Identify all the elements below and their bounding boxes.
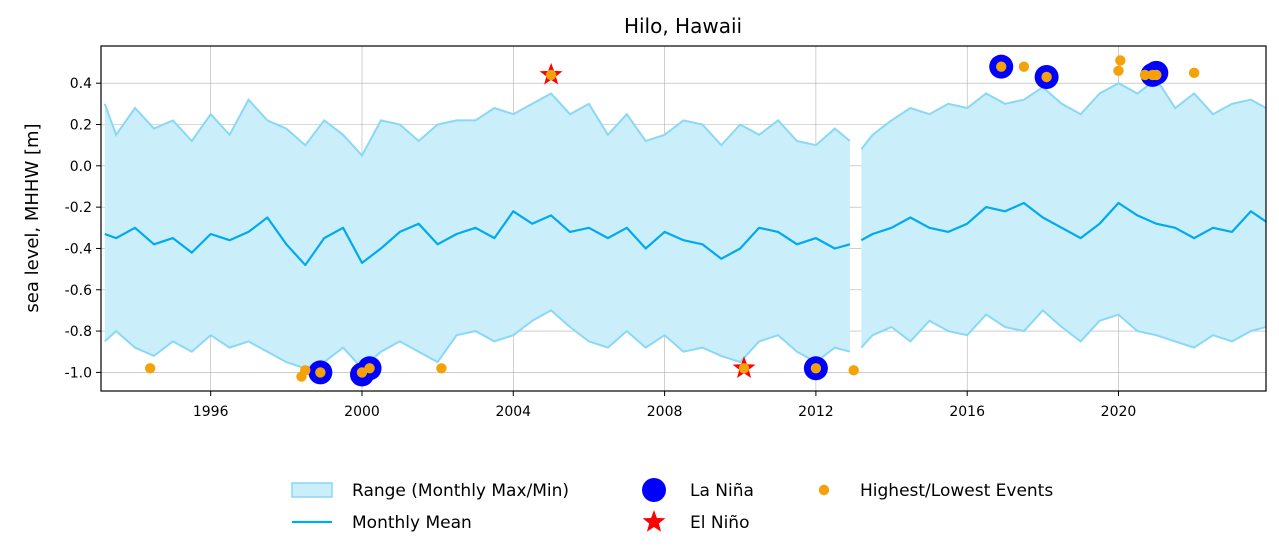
range-band — [861, 79, 1266, 348]
x-axis: 1996 2000 2004 2008 2012 2016 2020 — [193, 391, 1136, 420]
monthly-mean-line — [104, 210, 851, 267]
event-point — [364, 363, 375, 374]
x-tick-label: 2016 — [949, 404, 985, 420]
x-tick-label: 2004 — [495, 404, 531, 420]
x-tick-label: 2020 — [1101, 404, 1137, 420]
legend-label: Monthly Mean — [352, 513, 472, 533]
plot-area — [101, 46, 1266, 391]
event-point — [1041, 71, 1052, 83]
event-point — [1115, 55, 1126, 66]
x-tick-label: 1996 — [193, 404, 229, 420]
legend-band-swatch — [291, 482, 333, 498]
y-tick-label: -0.8 — [65, 324, 92, 340]
y-tick-label: -1.0 — [65, 365, 92, 381]
event-point — [738, 363, 750, 374]
y-axis: -1.0 -0.8 -0.6 -0.4 -0.2 0.0 0.2 0.4 — [65, 76, 101, 381]
legend-item: La Niña — [642, 478, 754, 502]
event-point — [315, 367, 326, 378]
y-tick-label: 0.0 — [70, 159, 92, 175]
event-point — [848, 365, 859, 376]
legend-item: Range (Monthly Max/Min) — [291, 481, 569, 501]
legend-item: Monthly Mean — [292, 513, 472, 533]
plot-frame — [100, 45, 1267, 392]
legend-item: Highest/Lowest Events — [818, 481, 1053, 501]
legend: Range (Monthly Max/Min) Monthly Mean La Ni… — [291, 478, 1053, 533]
x-tick-label: 2008 — [647, 404, 683, 420]
event-point — [996, 61, 1007, 72]
event-point — [1151, 69, 1162, 81]
legend-item: El Niño — [642, 510, 749, 533]
legend-el-nino-swatch — [642, 510, 666, 532]
event-point — [1139, 69, 1151, 81]
legend-label: El Niño — [690, 513, 749, 533]
range-max-line — [860, 77, 1266, 150]
legend-event-swatch — [818, 484, 830, 496]
event-point — [1113, 65, 1124, 76]
event-point — [1018, 61, 1030, 72]
event-point — [1188, 67, 1200, 79]
legend-label: La Niña — [690, 481, 754, 501]
monthly-mean-line — [860, 201, 1266, 242]
event-point — [300, 365, 311, 376]
event-point — [810, 363, 822, 374]
legend-label: Highest/Lowest Events — [860, 481, 1053, 501]
y-tick-label: -0.6 — [65, 283, 92, 299]
range-max-line — [103, 92, 851, 158]
x-tick-label: 2000 — [344, 404, 380, 420]
event-point — [436, 363, 447, 374]
y-tick-label: 0.2 — [70, 118, 92, 134]
chart-title: Hilo, Hawaii — [624, 14, 742, 38]
x-tick-label: 2012 — [798, 404, 834, 420]
y-axis-label: sea level, MHHW [m] — [22, 123, 43, 312]
event-point — [144, 363, 156, 374]
event-point — [545, 69, 557, 81]
legend-label: Range (Monthly Max/Min) — [352, 481, 569, 501]
legend-la-nina-swatch — [642, 478, 666, 502]
range-min-line — [860, 309, 1266, 349]
y-tick-label: 0.4 — [70, 76, 92, 92]
range-band — [104, 93, 850, 369]
range-min-line — [104, 309, 851, 370]
y-tick-label: -0.2 — [65, 200, 92, 216]
y-tick-label: -0.4 — [65, 241, 92, 257]
